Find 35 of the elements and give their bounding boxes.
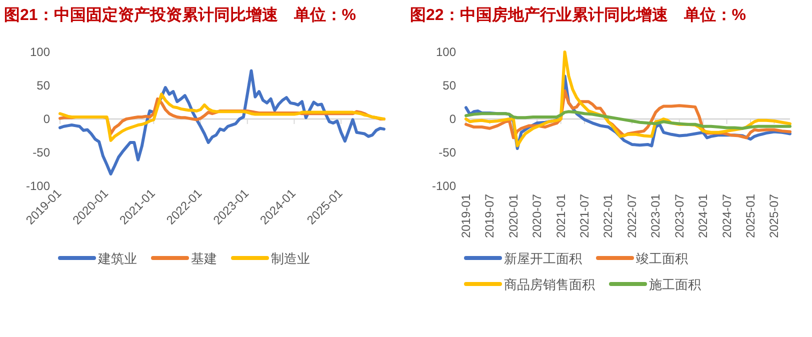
x-tick-label: 2025-07 bbox=[767, 194, 782, 238]
legend-label: 制造业 bbox=[271, 251, 310, 266]
y-tick-label: 100 bbox=[30, 45, 50, 59]
y-tick-label: -50 bbox=[438, 146, 456, 160]
x-tick-label: 2024-07 bbox=[720, 194, 734, 238]
x-tick-label: 2020-01 bbox=[506, 194, 520, 238]
y-tick-label: -100 bbox=[26, 179, 50, 193]
x-tick-label: 2022-01 bbox=[601, 194, 616, 238]
y-tick-label: 0 bbox=[43, 112, 50, 126]
x-tick-label: 2025-01 bbox=[743, 194, 758, 238]
legend-label: 施工面积 bbox=[649, 277, 701, 292]
y-tick-label: 0 bbox=[449, 112, 456, 126]
x-tick-label: 2023-07 bbox=[672, 194, 686, 238]
legend-label: 商品房销售面积 bbox=[504, 277, 595, 292]
x-tick-label: 2020-07 bbox=[530, 194, 544, 238]
chart-title: 图22：中国房地产行业累计同比增速 bbox=[410, 5, 669, 24]
y-tick-label: 100 bbox=[436, 45, 456, 59]
legend-label: 新屋开工面积 bbox=[504, 251, 582, 266]
x-tick-label: 2021-01 bbox=[554, 194, 568, 238]
chart-subtitle: 单位：% bbox=[682, 6, 746, 24]
chart-subtitle: 单位：% bbox=[292, 6, 356, 24]
legend-label: 建筑业 bbox=[97, 251, 137, 266]
x-tick-label: 2019-07 bbox=[482, 194, 497, 238]
x-tick-label: 2019-01 bbox=[459, 194, 473, 238]
legend-label: 竣工面积 bbox=[636, 251, 688, 266]
y-tick-label: 50 bbox=[442, 78, 456, 92]
x-tick-label: 2023-01 bbox=[648, 194, 663, 238]
chart-title: 图21：中国固定资产投资累计同比增速 bbox=[4, 6, 279, 24]
x-tick-label: 2021-07 bbox=[578, 194, 592, 238]
y-tick-label: -50 bbox=[32, 146, 50, 160]
x-tick-label: 2022-07 bbox=[624, 194, 639, 238]
y-tick-label: 50 bbox=[36, 78, 50, 92]
y-tick-label: -100 bbox=[432, 179, 456, 193]
x-tick-label: 2024-01 bbox=[696, 194, 710, 238]
legend-label: 基建 bbox=[191, 251, 217, 266]
